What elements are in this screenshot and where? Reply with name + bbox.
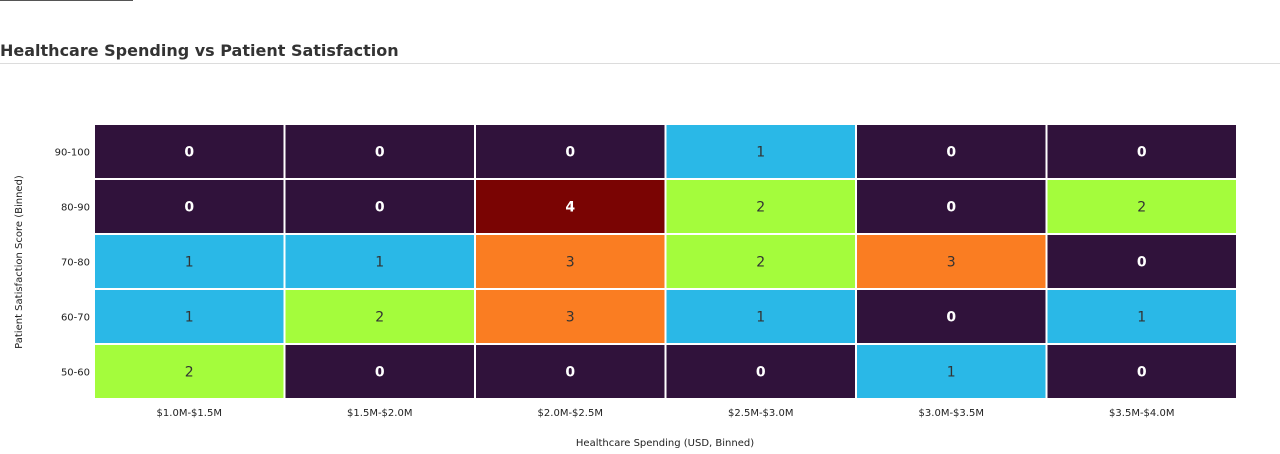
y-tick-label: 50-60 xyxy=(61,368,90,379)
cell-value-label: 0 xyxy=(565,145,575,161)
page-title: Healthcare Spending vs Patient Satisfact… xyxy=(0,41,399,60)
title-underline xyxy=(0,63,1280,64)
heatmap-cell xyxy=(857,235,1046,288)
heatmap-cell xyxy=(95,180,284,233)
cell-value-label: 2 xyxy=(756,200,765,216)
cell-value-label: 0 xyxy=(946,200,956,216)
cell-value-label: 1 xyxy=(756,145,765,161)
y-tick-label: 60-70 xyxy=(61,313,90,324)
x-tick-label: $1.5M-$2.0M xyxy=(347,408,412,419)
heatmap-cell xyxy=(285,235,474,288)
cell-value-label: 3 xyxy=(566,310,575,326)
cell-value-label: 2 xyxy=(1137,200,1146,216)
heatmap-cell xyxy=(95,345,284,398)
cell-value-label: 0 xyxy=(184,145,194,161)
cell-value-label: 0 xyxy=(375,200,385,216)
cell-value-label: 1 xyxy=(185,310,194,326)
cell-value-label: 2 xyxy=(375,310,384,326)
cell-value-label: 0 xyxy=(565,365,575,381)
heatmap-cell xyxy=(95,235,284,288)
heatmap-cell xyxy=(1047,125,1236,178)
x-tick-label: $3.0M-$3.5M xyxy=(919,408,984,419)
cell-value-label: 1 xyxy=(375,255,384,271)
heatmap-cell xyxy=(285,290,474,343)
top-divider xyxy=(0,0,133,1)
cell-value-label: 2 xyxy=(756,255,765,271)
cell-value-label: 0 xyxy=(375,145,385,161)
x-axis-title: Healthcare Spending (USD, Binned) xyxy=(576,438,754,449)
heatmap-cell xyxy=(476,290,665,343)
x-tick-labels: $1.0M-$1.5M $1.5M-$2.0M $2.0M-$2.5M $2.5M-$… xyxy=(157,408,1175,419)
heatmap-cell xyxy=(1047,235,1236,288)
y-tick-label: 70-80 xyxy=(61,258,90,269)
heatmap-cell xyxy=(666,290,855,343)
heatmap-cell xyxy=(666,125,855,178)
cell-value-label: 0 xyxy=(1137,145,1147,161)
cell-value-label: 0 xyxy=(946,310,956,326)
heatmap-cell xyxy=(857,345,1046,398)
heatmap-cell xyxy=(285,125,474,178)
heatmap-cell xyxy=(1047,180,1236,233)
heatmap-cells xyxy=(95,125,1236,398)
cell-value-label: 3 xyxy=(566,255,575,271)
heatmap-cell xyxy=(476,235,665,288)
heatmap-cell xyxy=(95,290,284,343)
cell-value-label: 1 xyxy=(756,310,765,326)
cell-value-label: 0 xyxy=(375,365,385,381)
heatmap-cell xyxy=(476,345,665,398)
x-tick-label: $3.5M-$4.0M xyxy=(1109,408,1174,419)
heatmap-cell xyxy=(95,125,284,178)
heatmap-cell xyxy=(285,345,474,398)
heatmap-value-labels: 0 0 0 1 0 0 0 0 4 2 0 2 1 1 3 2 3 0 1 2 3 1 0 1 2 0 0 0 1 0 xyxy=(184,145,1147,381)
x-tick-label: $2.0M-$2.5M xyxy=(538,408,603,419)
x-tick-label: $1.0M-$1.5M xyxy=(157,408,222,419)
cell-value-label: 3 xyxy=(947,255,956,271)
cell-value-label: 1 xyxy=(1137,310,1146,326)
cell-value-label: 1 xyxy=(185,255,194,271)
heatmap-cell xyxy=(857,180,1046,233)
heatmap-cell xyxy=(476,180,665,233)
heatmap-cell xyxy=(666,345,855,398)
heatmap-cell xyxy=(857,290,1046,343)
cell-value-label: 0 xyxy=(184,200,194,216)
cell-value-label: 4 xyxy=(565,200,575,216)
y-tick-labels: 90-100 80-90 70-80 60-70 50-60 xyxy=(55,148,90,379)
cell-value-label: 0 xyxy=(756,365,766,381)
x-tick-label: $2.5M-$3.0M xyxy=(728,408,793,419)
cell-value-label: 0 xyxy=(1137,365,1147,381)
cell-value-label: 0 xyxy=(946,145,956,161)
heatmap-cell xyxy=(476,125,665,178)
y-tick-label: 80-90 xyxy=(61,203,90,214)
heatmap-cell xyxy=(666,235,855,288)
cell-value-label: 2 xyxy=(185,365,194,381)
heatmap-cell xyxy=(857,125,1046,178)
heatmap-cell xyxy=(285,180,474,233)
y-tick-label: 90-100 xyxy=(55,148,90,159)
heatmap-cell xyxy=(666,180,855,233)
cell-value-label: 0 xyxy=(1137,255,1147,271)
heatmap-cell xyxy=(1047,345,1236,398)
y-axis-title: Patient Satisfaction Score (Binned) xyxy=(14,175,25,349)
heatmap-cell xyxy=(1047,290,1236,343)
cell-value-label: 1 xyxy=(947,365,956,381)
